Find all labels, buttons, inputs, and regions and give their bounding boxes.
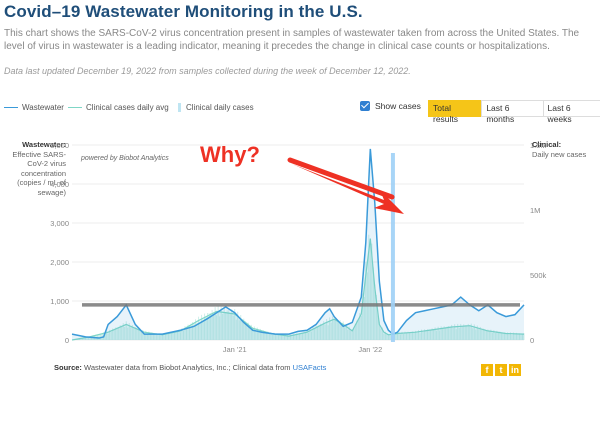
- left-axis-label: Wastewater: Effective SARS-CoV-2 virus c…: [4, 140, 66, 197]
- right-tick-label: 1.5M: [530, 141, 547, 150]
- legend-wastewater[interactable]: Wastewater: [4, 103, 64, 112]
- x-tick-label: Jan '22: [358, 345, 382, 354]
- linkedin-icon[interactable]: in: [509, 364, 521, 376]
- legend-daily-cases[interactable]: Clinical daily cases: [178, 103, 254, 112]
- left-tick-label: 5,000: [50, 141, 69, 150]
- wastewater-area: [72, 148, 524, 340]
- annotation-arrow-shaft: [287, 157, 395, 200]
- facebook-icon[interactable]: f: [481, 364, 493, 376]
- usafacts-link[interactable]: USAFacts: [292, 363, 327, 372]
- twitter-icon[interactable]: t: [495, 364, 507, 376]
- page-title: Covid–19 Wastewater Monitoring in the U.…: [4, 2, 363, 21]
- show-cases-label: Show cases: [375, 101, 421, 111]
- last-6-weeks-button[interactable]: Last 6 weeks: [542, 100, 600, 124]
- right-axis-description: Daily new cases: [532, 149, 587, 159]
- left-tick-label: 0: [65, 336, 69, 345]
- show-cases-checkbox[interactable]: [360, 101, 370, 111]
- annotation-text: Why?: [200, 142, 260, 167]
- cases-bar-swatch: [178, 103, 181, 112]
- left-tick-label: 1,000: [50, 297, 69, 306]
- left-tick-label: 3,000: [50, 219, 69, 228]
- left-axis-title: Wastewater:: [22, 140, 66, 149]
- legend-cases-avg-label: Clinical cases daily avg: [86, 103, 169, 112]
- right-tick-label: 1M: [530, 206, 540, 215]
- left-tick-label: 4,000: [50, 180, 69, 189]
- cases-area: [72, 238, 524, 340]
- legend-cases-avg[interactable]: Clinical cases daily avg: [68, 103, 169, 112]
- right-tick-label: 500k: [530, 271, 547, 280]
- total-results-button[interactable]: Total results: [428, 100, 483, 124]
- last-updated-note: Data last updated December 19, 2022 from…: [4, 66, 411, 76]
- social-share: f t in: [481, 364, 523, 376]
- wastewater-line-swatch: [4, 107, 18, 108]
- legend-daily-cases-label: Clinical daily cases: [186, 103, 254, 112]
- x-tick-label: Jan '21: [223, 345, 247, 354]
- powered-by-label: powered by Biobot Analytics: [80, 155, 169, 162]
- left-tick-label: 2,000: [50, 258, 69, 267]
- right-axis-label: Clinical: Daily new cases: [532, 140, 596, 159]
- highlight-bar: [390, 153, 395, 342]
- show-cases-toggle[interactable]: Show cases: [360, 101, 421, 111]
- right-axis-title: Clinical:: [532, 140, 562, 149]
- source-label: Source:: [54, 363, 82, 372]
- range-button-group: Total results Last 6 months Last 6 weeks: [428, 100, 600, 124]
- right-tick-label: 0: [530, 336, 534, 345]
- source-note: Source: Wastewater data from Biobot Anal…: [54, 363, 326, 372]
- cases-line-swatch: [68, 107, 82, 108]
- page-description: This chart shows the SARS-CoV-2 virus co…: [4, 28, 580, 52]
- annotation-arrow: [292, 164, 404, 214]
- left-axis-description: Effective SARS-CoV-2 virus concentration…: [12, 149, 66, 197]
- legend-wastewater-label: Wastewater: [22, 103, 64, 112]
- source-text: Wastewater data from Biobot Analytics, I…: [84, 363, 291, 372]
